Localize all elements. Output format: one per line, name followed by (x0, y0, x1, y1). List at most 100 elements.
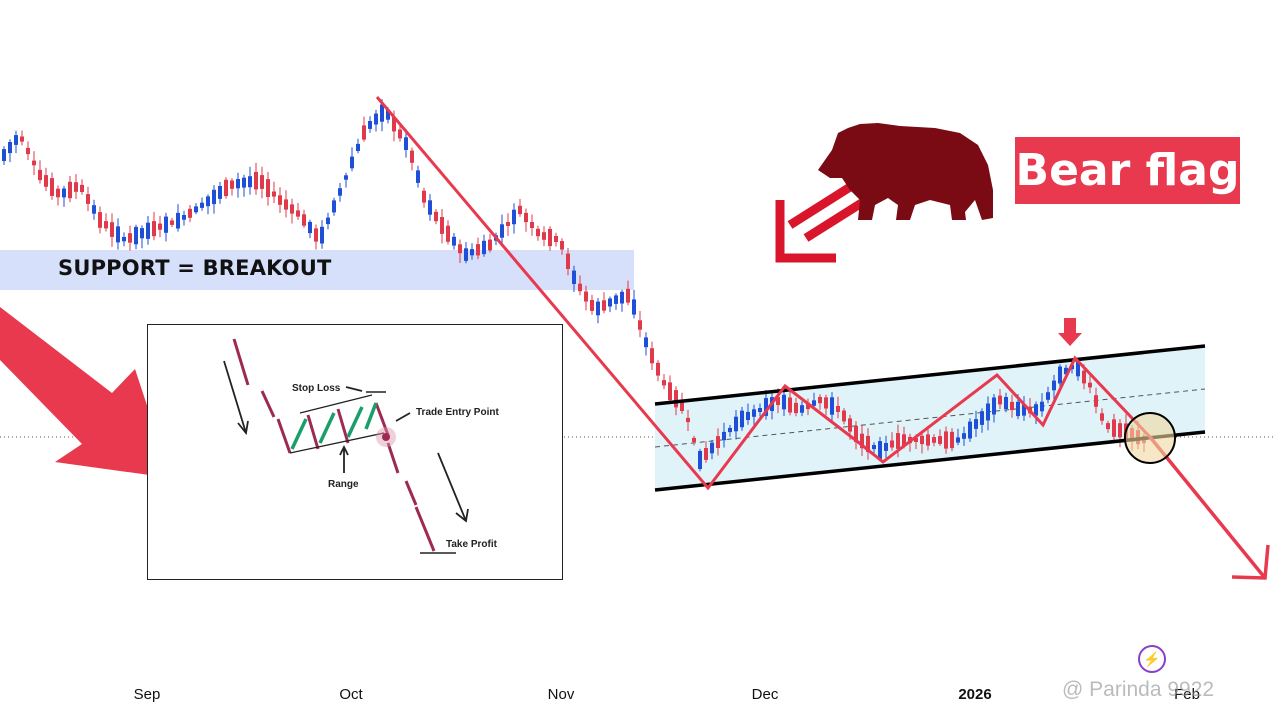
candle-body (746, 411, 750, 420)
candle-body (452, 236, 456, 246)
candle-body (914, 438, 918, 442)
chart-title: Bear flag (1015, 137, 1240, 204)
candle-body (722, 431, 726, 441)
candle-body (794, 402, 798, 414)
candle-body (728, 427, 732, 433)
candle-body (1118, 423, 1122, 438)
candle-body (284, 199, 288, 210)
x-tick-label: Sep (133, 686, 161, 703)
flag-channel-upper (654, 344, 1206, 406)
candle-body (368, 121, 372, 129)
candle-body (896, 433, 900, 449)
candle-body (776, 396, 780, 405)
candle-body (422, 190, 426, 203)
candle-body (1058, 366, 1062, 384)
candle-body (938, 436, 942, 444)
candle-body (272, 191, 276, 197)
projection-arrowhead (1231, 544, 1270, 580)
candle-body (386, 109, 390, 120)
candle-body (872, 445, 876, 450)
candle-body (1112, 419, 1116, 437)
candle-body (260, 175, 264, 189)
candle-body (62, 188, 66, 198)
candle-body (974, 419, 978, 429)
candle-body (182, 215, 186, 220)
candle-body (884, 443, 888, 451)
candle-body (1004, 397, 1008, 409)
candle-body (428, 200, 432, 215)
candle-body (212, 189, 216, 205)
candle-body (692, 437, 696, 442)
candle-body (758, 408, 762, 412)
candle-body (962, 433, 966, 439)
candle-body (98, 212, 102, 228)
candle-body (704, 448, 708, 460)
flag-channel-lower (654, 430, 1206, 492)
candle-body (134, 226, 138, 245)
candle-body (116, 226, 120, 243)
candle-body (986, 403, 990, 421)
candle-body (128, 233, 132, 243)
candle-body (818, 396, 822, 404)
candle-body (848, 418, 852, 432)
candle-body (626, 288, 630, 303)
candle-body (224, 179, 228, 197)
candle-body (380, 104, 384, 122)
candle-body (1064, 367, 1068, 375)
candle-body (338, 188, 342, 196)
candle-body (800, 405, 804, 413)
candle-body (290, 204, 294, 214)
candle-body (146, 222, 150, 239)
candle-body (416, 170, 420, 183)
candle-body (536, 228, 540, 237)
candle-body (218, 186, 222, 199)
candle-body (662, 380, 666, 386)
candle-body (392, 117, 396, 132)
candle-body (584, 291, 588, 302)
candle-body (608, 298, 612, 307)
candle-body (122, 237, 126, 242)
candle-body (1052, 380, 1056, 391)
candle-body (50, 178, 54, 196)
candle-body (566, 253, 570, 269)
bear-silhouette-icon (818, 123, 993, 220)
candle-body (806, 402, 810, 410)
candle-body (332, 200, 336, 213)
candle-body (374, 113, 378, 125)
candle-body (80, 184, 84, 192)
bear-flag-diagram: Stop Loss Trade Entry Point Range Take P… (147, 324, 563, 580)
candle-body (230, 180, 234, 189)
x-tick-label: 2026 (958, 686, 992, 703)
candle-body (110, 222, 114, 237)
candle-body (296, 210, 300, 217)
candle-body (614, 295, 618, 304)
candle-body (8, 142, 12, 154)
candle-body (650, 348, 654, 364)
candle-body (38, 169, 42, 181)
candle-body (470, 249, 474, 256)
candle-body (1106, 423, 1110, 430)
candle-body (176, 212, 180, 229)
flash-icon[interactable]: ⚡ (1138, 645, 1166, 673)
candle-body (56, 188, 60, 198)
candle-body (278, 195, 282, 205)
candle-body (812, 400, 816, 406)
candle-body (524, 212, 528, 223)
candle-body (968, 421, 972, 439)
candle-body (542, 232, 546, 240)
flag-channel (655, 346, 1205, 490)
candle-body (458, 244, 462, 254)
candle-body (464, 248, 468, 261)
candle-body (446, 225, 450, 242)
candle-body (158, 223, 162, 230)
trade-entry-label: Trade Entry Point (416, 407, 499, 418)
candle-body (314, 228, 318, 242)
candle-body (14, 135, 18, 145)
candle-body (548, 228, 552, 247)
candle-body (602, 300, 606, 311)
candle-body (68, 181, 72, 199)
candle-body (956, 437, 960, 443)
candle-body (578, 283, 582, 292)
candle-body (698, 451, 702, 469)
